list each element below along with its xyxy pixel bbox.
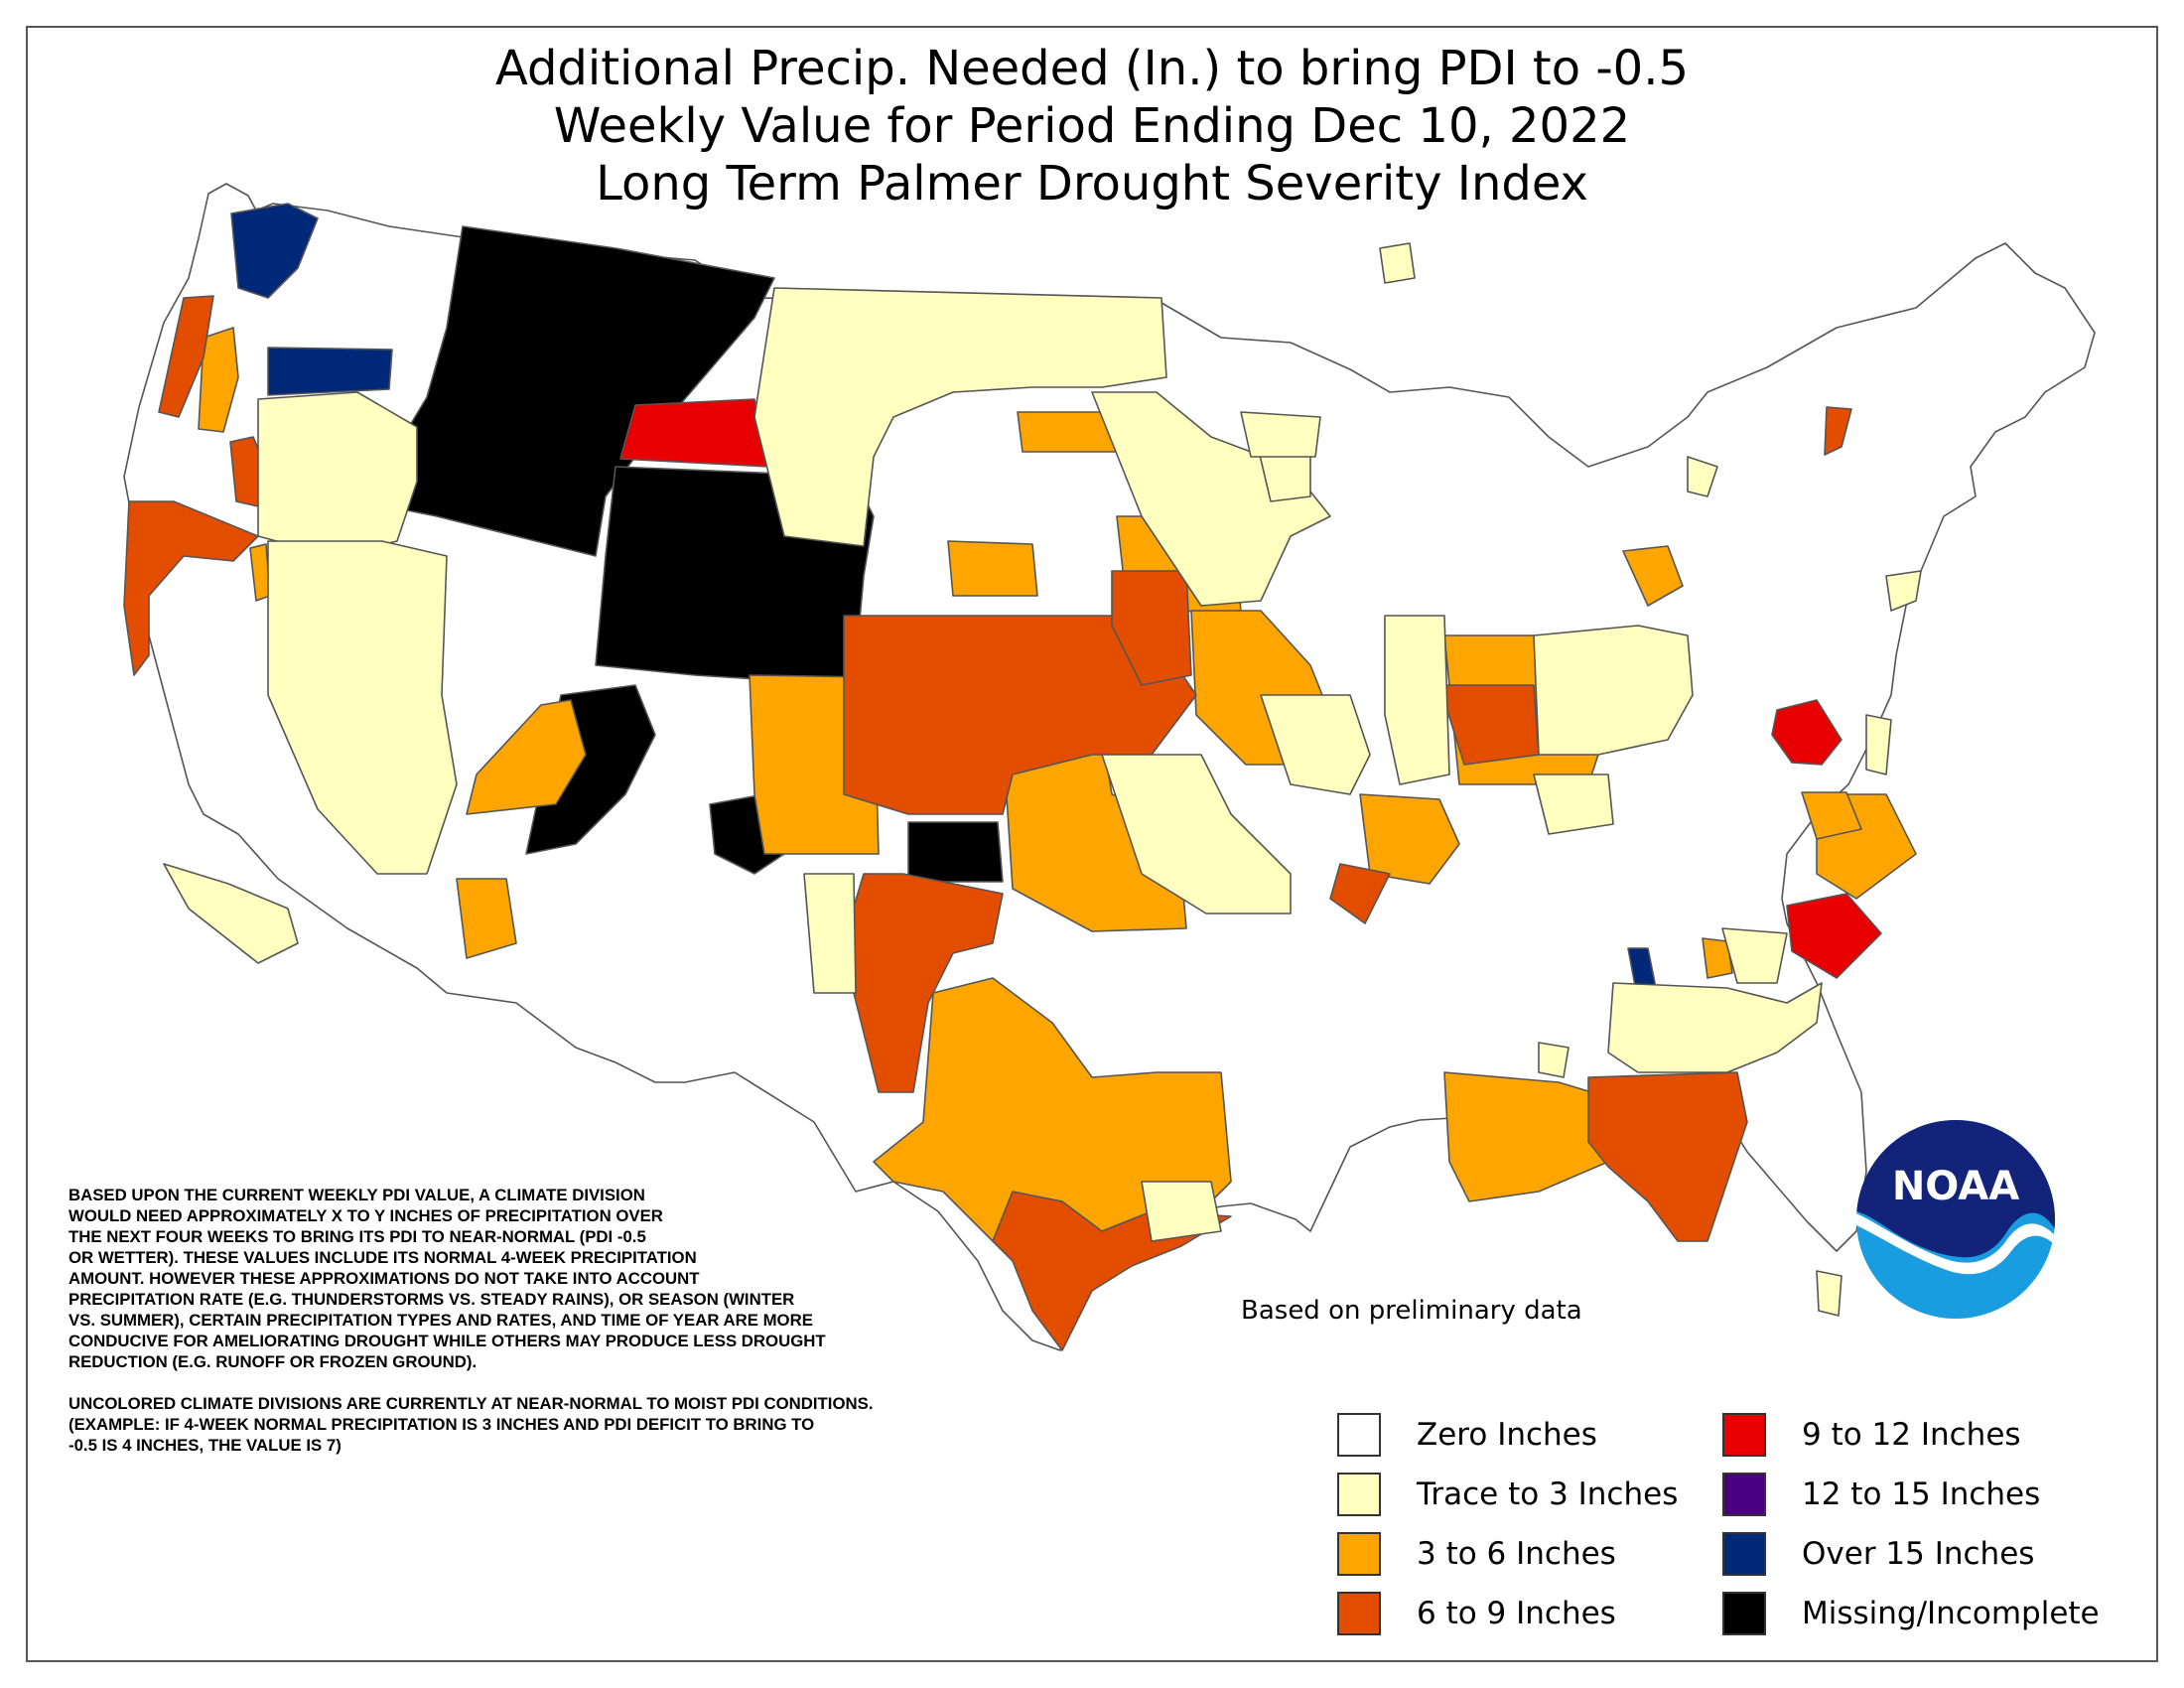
climate-division-missing-5 (907, 821, 1004, 883)
climate-division-over_fifteen-10 (267, 347, 393, 396)
climate-division-over_fifteen-9 (230, 203, 319, 299)
climate-division-trace-54 (1240, 411, 1321, 458)
map-legend: Zero Inches Trace to 3 Inches 3 to 6 Inc… (1337, 1412, 2131, 1660)
climate-division-three_six-26 (456, 878, 517, 959)
legend-label-over-15: Over 15 Inches (1802, 1536, 2035, 1572)
note-paragraph-2: UNCOLORED CLIMATE DIVISIONS ARE CURRENTL… (68, 1394, 874, 1455)
preliminary-data-note: Based on preliminary data (1241, 1296, 1582, 1326)
climate-division-trace-50 (1533, 625, 1694, 756)
climate-division-trace-52 (1607, 982, 1823, 1073)
climate-division-three_six-28 (1702, 937, 1733, 979)
legend-item-trace: Trace to 3 Inches (1337, 1472, 1678, 1517)
climate-division-missing-1 (386, 225, 775, 557)
climate-division-six_nine-32 (123, 500, 259, 676)
noaa-logo-text: NOAA (1892, 1164, 2019, 1209)
title-line-1: Additional Precip. Needed (In.) to bring… (494, 41, 1690, 96)
legend-label-12-15: 12 to 15 Inches (1802, 1477, 2041, 1512)
climate-division-three_six-29 (1801, 791, 1862, 840)
climate-division-trace-44 (753, 287, 1167, 547)
legend-label-6-9: 6 to 9 Inches (1417, 1596, 1616, 1631)
legend-item-missing: Missing/Incomplete (1722, 1591, 2100, 1636)
legend-swatch-3-6 (1337, 1532, 1381, 1576)
legend-item-over-15: Over 15 Inches (1722, 1531, 2034, 1577)
legend-item-9-12: 9 to 12 Inches (1722, 1412, 2021, 1458)
climate-division-three_six-23 (1622, 545, 1684, 607)
legend-item-6-9: 6 to 9 Inches (1337, 1591, 1616, 1636)
climate-division-nine_twelve-7 (1771, 699, 1843, 766)
legend-swatch-9-12 (1722, 1413, 1766, 1457)
climate-division-trace-46 (1101, 754, 1292, 914)
climate-division-six_nine-38 (1587, 1071, 1748, 1242)
legend-item-3-6: 3 to 6 Inches (1337, 1531, 1616, 1577)
climate-division-three_six-21 (1359, 793, 1460, 885)
climate-division-three_six-14 (466, 699, 587, 815)
legend-swatch-zero (1337, 1413, 1381, 1457)
legend-label-trace: Trace to 3 Inches (1417, 1477, 1679, 1512)
climate-division-three_six-12 (198, 327, 239, 433)
climate-division-six_nine-30 (158, 295, 214, 418)
noaa-logo: NOAA (1856, 1120, 2055, 1319)
legend-label-9-12: 9 to 12 Inches (1802, 1417, 2021, 1453)
climate-division-three_six-27 (1443, 1071, 1609, 1202)
climate-division-trace-59 (1816, 1270, 1843, 1317)
climate-division-trace-62 (1379, 242, 1416, 284)
legend-swatch-over-15 (1722, 1532, 1766, 1576)
climate-division-six_nine-36 (1329, 863, 1391, 924)
climate-division-three_six-16 (947, 540, 1038, 597)
climate-division-trace-57 (1865, 714, 1892, 775)
climate-division-trace-43 (163, 863, 299, 964)
climate-division-trace-60 (803, 873, 857, 994)
legend-label-missing: Missing/Incomplete (1802, 1596, 2100, 1631)
title-line-2: Weekly Value for Period Ending Dec 10, 2… (553, 98, 1631, 154)
climate-division-trace-47 (1260, 694, 1371, 795)
climate-division-trace-45 (1091, 391, 1331, 607)
climate-division-trace-61 (1141, 1181, 1222, 1242)
climate-division-six_nine-39 (1824, 406, 1852, 456)
explanatory-note: BASED UPON THE CURRENT WEEKLY PDI VALUE,… (68, 1185, 992, 1477)
climate-division-trace-51 (1533, 774, 1614, 835)
climate-division-nine_twelve-8 (1786, 893, 1882, 979)
map-title: Additional Precip. Needed (In.) to bring… (0, 40, 2184, 212)
title-line-3: Long Term Palmer Drought Severity Index (596, 156, 1588, 211)
climate-division-trace-49 (1384, 615, 1450, 785)
legend-swatch-12-15 (1722, 1473, 1766, 1516)
climate-division-trace-41 (257, 391, 418, 557)
map-frame (26, 26, 2158, 1662)
climate-division-trace-53 (1721, 927, 1788, 984)
climate-division-nine_twelve-6 (619, 398, 770, 468)
climate-division-trace-56 (1885, 570, 1922, 612)
legend-swatch-trace (1337, 1473, 1381, 1516)
legend-label-3-6: 3 to 6 Inches (1417, 1536, 1616, 1572)
climate-division-trace-55 (1687, 456, 1718, 497)
legend-swatch-missing (1722, 1592, 1766, 1635)
climate-division-trace-58 (1538, 1042, 1570, 1078)
climate-division-six_nine-34 (1111, 570, 1192, 686)
legend-label-zero: Zero Inches (1417, 1417, 1597, 1453)
legend-swatch-6-9 (1337, 1592, 1381, 1635)
legend-item-zero: Zero Inches (1337, 1412, 1597, 1458)
climate-division-trace-42 (267, 540, 458, 875)
legend-item-12-15: 12 to 15 Inches (1722, 1472, 2040, 1517)
note-paragraph-1: BASED UPON THE CURRENT WEEKLY PDI VALUE,… (68, 1186, 826, 1371)
